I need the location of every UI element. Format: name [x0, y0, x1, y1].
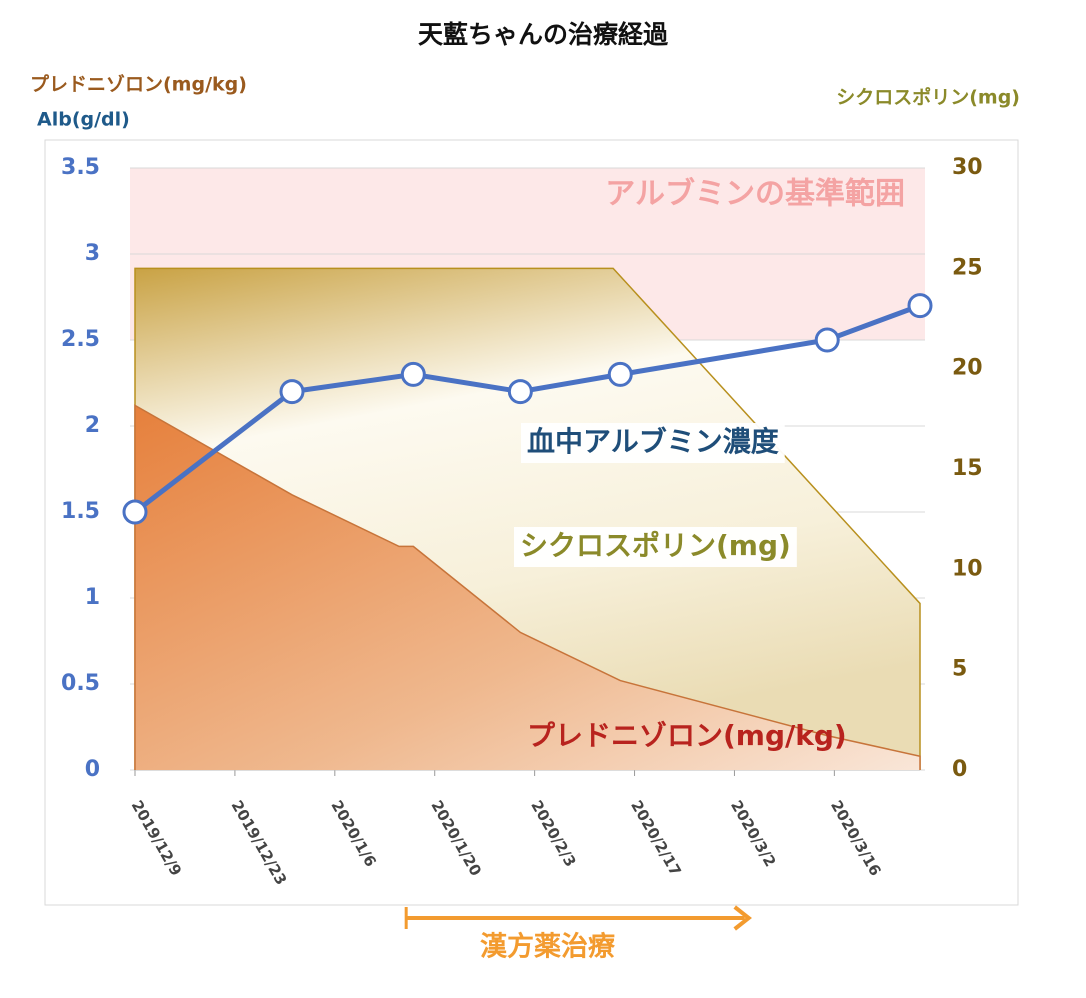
- y-tick-label: 1: [85, 585, 100, 610]
- legend-bg: [514, 527, 797, 567]
- annotation-label: 漢方薬治療: [480, 931, 616, 963]
- y-tick-label: 0: [85, 757, 100, 782]
- y-tick-label: 2: [85, 413, 100, 438]
- y2-tick-label: 5: [952, 657, 967, 682]
- y2-tick-label: 15: [952, 456, 983, 481]
- reference-band-label: アルブミンの基準範囲: [605, 177, 905, 212]
- chart-title: 天藍ちゃんの治療経過: [418, 20, 669, 49]
- y-tick-label: 0.5: [61, 671, 100, 696]
- y2-axis-title: シクロスポリン(mg): [836, 86, 1020, 109]
- y-tick-label: 3.5: [61, 155, 100, 180]
- y-tick-label: 2.5: [61, 327, 100, 352]
- marker: [122, 499, 148, 525]
- marker: [907, 293, 933, 319]
- legend-label: プレドニゾロン(mg/kg): [527, 719, 847, 752]
- marker: [279, 379, 305, 405]
- y2-tick-label: 30: [952, 155, 983, 180]
- legend-label: 血中アルブミン濃度: [527, 425, 779, 458]
- arrow-head: [733, 905, 752, 931]
- y2-tick-label: 0: [952, 757, 967, 782]
- marker: [400, 361, 426, 387]
- y2-tick-label: 25: [952, 255, 983, 280]
- legend-bg: [521, 423, 785, 463]
- y2-tick-label: 20: [952, 356, 983, 381]
- y2-tick-label: 10: [952, 556, 983, 581]
- y-axis-title: Alb(g/dl): [37, 109, 130, 131]
- area: [135, 405, 920, 770]
- marker: [607, 361, 633, 387]
- y-tick-label: 1.5: [61, 499, 100, 524]
- marker: [507, 379, 533, 405]
- marker: [814, 327, 840, 353]
- legend-label: シクロスポリン(mg): [520, 529, 791, 562]
- y-axis-title: プレドニゾロン(mg/kg): [30, 73, 247, 96]
- y-tick-label: 3: [85, 241, 100, 266]
